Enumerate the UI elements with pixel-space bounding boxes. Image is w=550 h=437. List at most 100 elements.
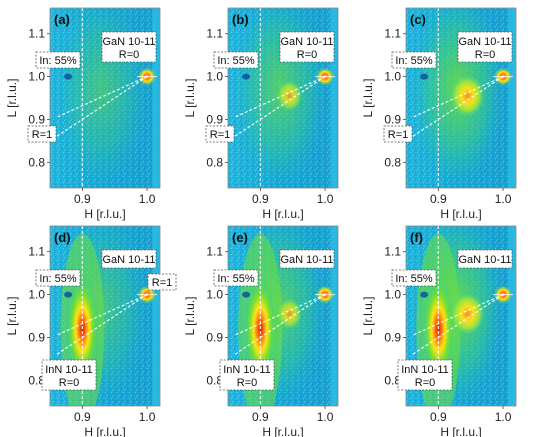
y-tick-label: 1.0 xyxy=(384,70,401,84)
y-tick-label: 1.0 xyxy=(28,70,45,84)
y-axis-label: L [r.l.u.] xyxy=(361,297,375,336)
relaxation-line xyxy=(56,294,148,356)
y-tick-label: 1.0 xyxy=(206,70,223,84)
heatmap-a xyxy=(50,8,160,188)
gan-label-box xyxy=(457,31,513,63)
y-tick-label: 1.1 xyxy=(28,27,45,41)
y-axis-label: L [r.l.u.] xyxy=(5,297,19,336)
in-label: In: 55% xyxy=(395,273,433,285)
gan-label-box xyxy=(279,249,335,269)
panel-letter: (c) xyxy=(410,12,426,27)
strain-line xyxy=(234,76,326,118)
y-tick-label: 0.8 xyxy=(384,373,401,387)
edge-strip xyxy=(330,8,338,188)
ingan-peak xyxy=(450,293,485,335)
panel-letter: (f) xyxy=(410,230,423,245)
gan-r-label: R=0 xyxy=(475,49,496,61)
y-tick-label: 0.8 xyxy=(28,155,45,169)
inn-r-label: R=0 xyxy=(415,377,436,389)
y-tick-label: 0.8 xyxy=(206,155,223,169)
plot-frame xyxy=(227,7,339,189)
r1-label: R=1 xyxy=(32,129,53,141)
heatmap-c xyxy=(406,8,516,188)
in-label: In: 55% xyxy=(395,55,433,67)
gan-label: GaN 10-11 xyxy=(281,254,334,266)
in-label-box xyxy=(213,269,259,287)
detector-spot xyxy=(420,291,429,298)
detector-spot xyxy=(420,73,429,80)
x-tick-label: 1.0 xyxy=(495,192,512,206)
r1-label: R=1 xyxy=(152,277,173,289)
panel-letter: (d) xyxy=(54,230,71,245)
in-label-box xyxy=(213,51,259,69)
r1-label-box xyxy=(27,125,57,143)
x-tick-label: 1.0 xyxy=(139,410,156,424)
inn-label-box xyxy=(219,359,275,391)
gan-r-label: R=0 xyxy=(119,49,140,61)
x-tick-label: 0.9 xyxy=(74,192,91,206)
plot-frame xyxy=(405,225,517,407)
inn-label-box xyxy=(41,359,97,391)
y-tick-label: 0.8 xyxy=(206,373,223,387)
inn-r-label: R=0 xyxy=(59,377,80,389)
y-tick-label: 0.9 xyxy=(206,330,223,344)
y-tick-label: 1.1 xyxy=(384,27,401,41)
x-axis-label: H [r.l.u.] xyxy=(262,425,303,437)
in-label-box xyxy=(35,269,81,287)
strain-line xyxy=(234,294,326,336)
y-axis-label: L [r.l.u.] xyxy=(183,297,197,336)
plot-frame xyxy=(227,225,339,407)
in-label-box xyxy=(35,51,81,69)
x-tick-label: 0.9 xyxy=(252,410,269,424)
detector-spot xyxy=(64,73,73,80)
x-axis-label: H [r.l.u.] xyxy=(440,425,481,437)
gan-label-box xyxy=(279,31,335,63)
x-tick-label: 1.0 xyxy=(495,410,512,424)
gan-label-box xyxy=(101,31,157,63)
y-axis-label: L [r.l.u.] xyxy=(183,79,197,118)
r1-label-box xyxy=(205,125,235,143)
gan-label: GaN 10-11 xyxy=(103,254,156,266)
y-tick-label: 1.0 xyxy=(384,288,401,302)
gan-label-box xyxy=(457,249,513,269)
panel-d: 0.8 0.9 1.0 1.1 0.9 1.0 H [r.l.u.] L [r.l.u.] (d… xyxy=(5,225,177,437)
y-tick-label: 1.1 xyxy=(28,245,45,259)
panel-a: 0.8 0.9 1.0 1.1 0.9 1.0 H [r.l.u.] L [r.l.u.] (a… xyxy=(5,7,161,221)
detector-spot xyxy=(242,291,251,298)
gan-label: GaN 10-11 xyxy=(459,254,512,266)
panel-b: 0.8 0.9 1.0 1.1 0.9 1.0 H [r.l.u.] L [r.l.u.] (b… xyxy=(183,7,339,221)
ingan-peak xyxy=(276,80,302,112)
y-tick-label: 0.9 xyxy=(206,112,223,126)
y-tick-label: 1.1 xyxy=(206,245,223,259)
strain-line xyxy=(56,294,148,336)
strain-line xyxy=(412,76,504,118)
x-tick-label: 0.9 xyxy=(74,410,91,424)
x-tick-label: 0.9 xyxy=(430,192,447,206)
detector-spot xyxy=(64,291,73,298)
edge-strip xyxy=(330,226,338,406)
gan-label: GaN 10-11 xyxy=(103,36,156,48)
edge-strip xyxy=(508,226,516,406)
x-tick-label: 0.9 xyxy=(430,410,447,424)
r1-label-box xyxy=(383,125,413,143)
x-tick-label: 0.9 xyxy=(252,192,269,206)
y-tick-label: 1.1 xyxy=(384,245,401,259)
gan-label: GaN 10-11 xyxy=(459,36,512,48)
r1-label-box xyxy=(147,273,177,291)
y-tick-label: 0.9 xyxy=(28,112,45,126)
panel-letter: (b) xyxy=(232,12,249,27)
strain-line xyxy=(56,76,148,118)
y-tick-label: 0.9 xyxy=(384,112,401,126)
relaxation-line xyxy=(412,76,504,138)
in-label-box xyxy=(391,269,437,287)
r1-label: R=1 xyxy=(388,129,409,141)
strain-line xyxy=(412,294,504,336)
x-tick-label: 1.0 xyxy=(139,192,156,206)
edge-strip xyxy=(152,8,160,188)
edge-strip xyxy=(508,8,516,188)
ingan-peak xyxy=(276,298,302,330)
x-tick-label: 1.0 xyxy=(317,192,334,206)
y-tick-label: 0.8 xyxy=(384,155,401,169)
edge-strip xyxy=(152,226,160,406)
